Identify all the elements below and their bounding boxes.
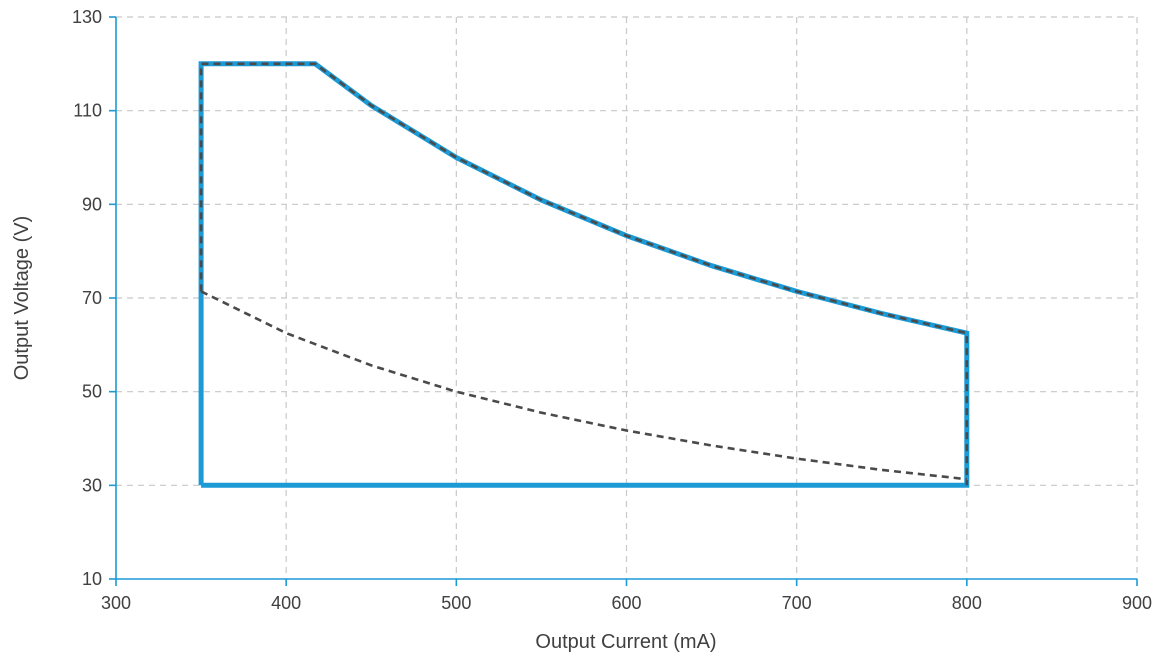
series-line-solid bbox=[198, 61, 970, 488]
axes bbox=[109, 16, 1138, 586]
series-line-dashed-1 bbox=[199, 62, 969, 486]
y-tick-label: 130 bbox=[72, 7, 102, 27]
grid bbox=[116, 16, 1138, 579]
y-tick-label: 70 bbox=[82, 288, 102, 308]
x-axis-title: Output Current (mA) bbox=[535, 631, 716, 653]
y-tick-label: 50 bbox=[82, 382, 102, 402]
x-tick-label: 400 bbox=[271, 593, 301, 613]
x-tick-label: 300 bbox=[101, 593, 131, 613]
x-tick-label: 800 bbox=[952, 593, 982, 613]
x-tick-label: 900 bbox=[1122, 593, 1152, 613]
y-tick-label: 110 bbox=[73, 101, 102, 121]
y-tick-label: 30 bbox=[82, 475, 102, 495]
x-tick-label: 500 bbox=[441, 593, 471, 613]
series bbox=[198, 61, 970, 488]
tick-labels: 10 30 50 70 90 110 130 300 400 500 600 700 800 900 bbox=[72, 7, 1152, 613]
x-tick-label: 600 bbox=[611, 593, 641, 613]
y-tick-label: 10 bbox=[82, 569, 102, 589]
x-tick-label: 700 bbox=[782, 593, 812, 613]
y-axis-title: Output Voltage (V) bbox=[11, 216, 33, 381]
y-tick-label: 90 bbox=[82, 194, 102, 214]
series-line-dashed-2 bbox=[200, 290, 967, 481]
